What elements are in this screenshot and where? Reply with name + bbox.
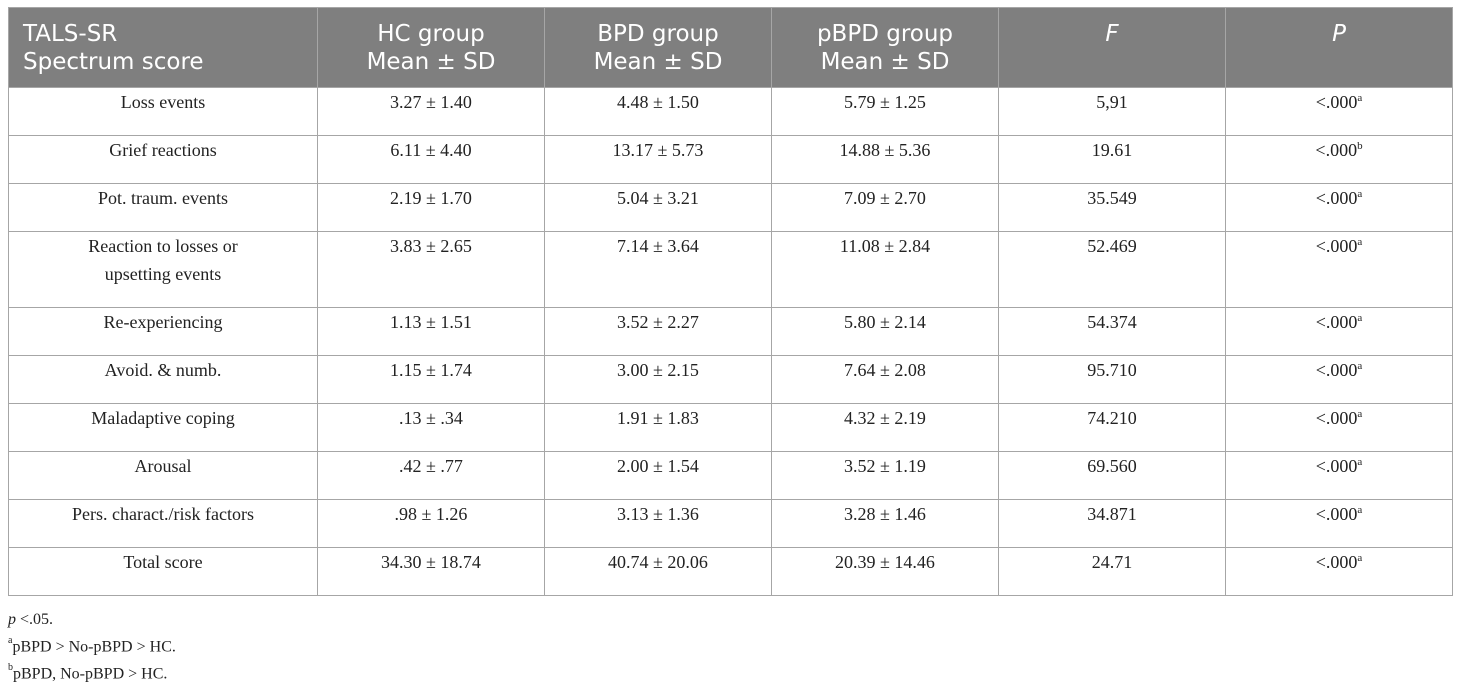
- hc-value: 34.30 ± 18.74: [317, 547, 545, 596]
- bpd-value: 3.52 ± 2.27: [544, 307, 772, 356]
- p-value: <.000b: [1225, 135, 1453, 184]
- f-value: 5,91: [998, 87, 1226, 136]
- row-label: Pot. traum. events: [8, 183, 318, 232]
- table-footnotes: p <.05. apBPD > No-pBPD > HC. bpBPD, No-…: [8, 608, 176, 686]
- row-label: Reaction to losses or upsetting events: [8, 231, 318, 308]
- p-footnote-marker: a: [1357, 456, 1363, 468]
- hc-value: .42 ± .77: [317, 451, 545, 500]
- p-value: <.000a: [1225, 183, 1453, 232]
- row-label: Re-experiencing: [8, 307, 318, 356]
- f-value: 24.71: [998, 547, 1226, 596]
- f-value: 74.210: [998, 403, 1226, 452]
- results-table: TALS-SR Spectrum score HC group Mean ± S…: [8, 7, 1453, 596]
- hc-value: 1.15 ± 1.74: [317, 355, 545, 404]
- bpd-value: 1.91 ± 1.83: [544, 403, 772, 452]
- footnote-significance: p <.05.: [8, 611, 54, 628]
- table-row: Loss events 3.27 ± 1.40 4.48 ± 1.50 5.79 ± …: [8, 87, 1453, 136]
- pbpd-value: 5.79 ± 1.25: [771, 87, 999, 136]
- table-header: TALS-SR Spectrum score HC group Mean ± S…: [8, 7, 1453, 88]
- p-value: <.000a: [1225, 547, 1453, 596]
- p-footnote-marker: a: [1357, 312, 1363, 324]
- f-value: 35.549: [998, 183, 1226, 232]
- p-footnote-marker: a: [1357, 504, 1363, 516]
- table-row: Reaction to losses or upsetting events 3.8…: [8, 231, 1453, 308]
- table-row: Pers. charact./risk factors .98 ± 1.26 3.1…: [8, 499, 1453, 548]
- footnote-b: bpBPD, No-pBPD > HC.: [8, 662, 168, 683]
- table-row: Arousal .42 ± .77 2.00 ± 1.54 3.52 ± 1.19 69…: [8, 451, 1453, 500]
- hc-value: 3.83 ± 2.65: [317, 231, 545, 308]
- p-value: <.000a: [1225, 307, 1453, 356]
- p-footnote-marker: b: [1357, 140, 1363, 152]
- f-value: 19.61: [998, 135, 1226, 184]
- pbpd-value: 4.32 ± 2.19: [771, 403, 999, 452]
- row-label: Loss events: [8, 87, 318, 136]
- header-pbpd-group: pBPD group Mean ± SD: [771, 7, 999, 88]
- row-label: Total score: [8, 547, 318, 596]
- hc-value: .98 ± 1.26: [317, 499, 545, 548]
- table-body: Loss events 3.27 ± 1.40 4.48 ± 1.50 5.79 ± …: [8, 87, 1453, 596]
- hc-value: .13 ± .34: [317, 403, 545, 452]
- table-row: Avoid. & numb. 1.15 ± 1.74 3.00 ± 2.15 7.64…: [8, 355, 1453, 404]
- bpd-value: 7.14 ± 3.64: [544, 231, 772, 308]
- table-row: Total score 34.30 ± 18.74 40.74 ± 20.06 20.…: [8, 547, 1453, 596]
- f-value: 69.560: [998, 451, 1226, 500]
- f-value: 52.469: [998, 231, 1226, 308]
- header-f: F: [998, 7, 1226, 88]
- row-label: Maladaptive coping: [8, 403, 318, 452]
- p-value: <.000a: [1225, 355, 1453, 404]
- table-row: Re-experiencing 1.13 ± 1.51 3.52 ± 2.27 5.8…: [8, 307, 1453, 356]
- p-footnote-marker: a: [1357, 552, 1363, 564]
- p-value: <.000a: [1225, 499, 1453, 548]
- bpd-value: 3.13 ± 1.36: [544, 499, 772, 548]
- p-value: <.000a: [1225, 451, 1453, 500]
- pbpd-value: 14.88 ± 5.36: [771, 135, 999, 184]
- table-row: Maladaptive coping .13 ± .34 1.91 ± 1.83 4.…: [8, 403, 1453, 452]
- table-row: Grief reactions 6.11 ± 4.40 13.17 ± 5.73 14…: [8, 135, 1453, 184]
- pbpd-value: 3.52 ± 1.19: [771, 451, 999, 500]
- hc-value: 6.11 ± 4.40: [317, 135, 545, 184]
- hc-value: 2.19 ± 1.70: [317, 183, 545, 232]
- bpd-value: 2.00 ± 1.54: [544, 451, 772, 500]
- p-value: <.000a: [1225, 403, 1453, 452]
- row-label: Arousal: [8, 451, 318, 500]
- bpd-value: 13.17 ± 5.73: [544, 135, 772, 184]
- header-p: P: [1225, 7, 1453, 88]
- p-footnote-marker: a: [1357, 408, 1363, 420]
- f-value: 54.374: [998, 307, 1226, 356]
- p-footnote-marker: a: [1357, 92, 1363, 104]
- header-hc-group: HC group Mean ± SD: [317, 7, 545, 88]
- p-value: <.000a: [1225, 231, 1453, 308]
- pbpd-value: 5.80 ± 2.14: [771, 307, 999, 356]
- row-label: Grief reactions: [8, 135, 318, 184]
- row-label: Avoid. & numb.: [8, 355, 318, 404]
- pbpd-value: 20.39 ± 14.46: [771, 547, 999, 596]
- bpd-value: 3.00 ± 2.15: [544, 355, 772, 404]
- header-bpd-group: BPD group Mean ± SD: [544, 7, 772, 88]
- bpd-value: 40.74 ± 20.06: [544, 547, 772, 596]
- p-footnote-marker: a: [1357, 188, 1363, 200]
- row-label: Pers. charact./risk factors: [8, 499, 318, 548]
- header-spectrum-score: TALS-SR Spectrum score: [8, 7, 318, 88]
- pbpd-value: 7.64 ± 2.08: [771, 355, 999, 404]
- f-value: 95.710: [998, 355, 1226, 404]
- p-footnote-marker: a: [1357, 236, 1363, 248]
- p-value: <.000a: [1225, 87, 1453, 136]
- f-value: 34.871: [998, 499, 1226, 548]
- hc-value: 3.27 ± 1.40: [317, 87, 545, 136]
- bpd-value: 4.48 ± 1.50: [544, 87, 772, 136]
- p-footnote-marker: a: [1357, 360, 1363, 372]
- footnote-a: apBPD > No-pBPD > HC.: [8, 635, 176, 656]
- pbpd-value: 7.09 ± 2.70: [771, 183, 999, 232]
- pbpd-value: 11.08 ± 2.84: [771, 231, 999, 308]
- pbpd-value: 3.28 ± 1.46: [771, 499, 999, 548]
- hc-value: 1.13 ± 1.51: [317, 307, 545, 356]
- table-row: Pot. traum. events 2.19 ± 1.70 5.04 ± 3.21…: [8, 183, 1453, 232]
- bpd-value: 5.04 ± 3.21: [544, 183, 772, 232]
